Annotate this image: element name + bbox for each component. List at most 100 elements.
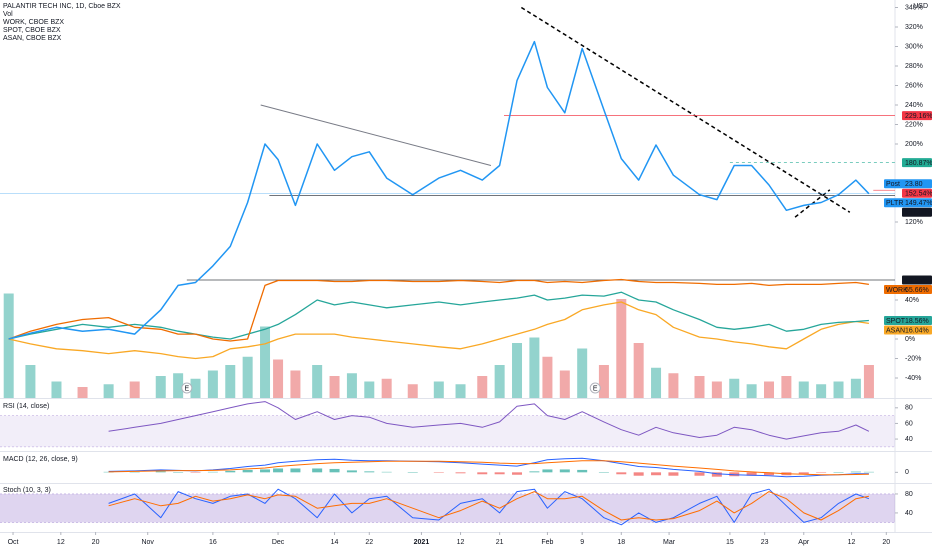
volume-bar xyxy=(616,299,627,398)
x-tick-label: Dec xyxy=(272,539,285,546)
histogram-bar xyxy=(477,472,488,475)
earnings-marker xyxy=(589,382,601,394)
volume-bar xyxy=(155,376,166,398)
y-tick-label: 240% xyxy=(905,102,923,109)
histogram-bar xyxy=(129,471,140,473)
indicator-line xyxy=(108,488,870,526)
y-tick-label: 0 xyxy=(905,469,909,476)
x-tick-label: Nov xyxy=(141,539,154,546)
volume-bar xyxy=(633,343,644,398)
price-tag-text: SPOT xyxy=(886,318,906,325)
earnings-label: E xyxy=(593,385,598,392)
histogram-bar xyxy=(559,469,570,473)
volume-bar xyxy=(455,384,466,398)
histogram-bar xyxy=(242,469,253,473)
volume-bar xyxy=(529,337,540,398)
earnings-label: E xyxy=(184,385,189,392)
histogram-bar xyxy=(312,468,323,473)
histogram-bar xyxy=(529,471,540,473)
price-tag-text: WORK xyxy=(886,287,908,294)
price-tag xyxy=(902,207,932,217)
x-tick-label: 2021 xyxy=(414,539,430,546)
x-tick-label: Oct xyxy=(8,539,19,546)
histogram-bar xyxy=(542,469,553,473)
volume-bar xyxy=(77,387,88,398)
y-tick-label: 80 xyxy=(905,405,913,412)
histogram-bar xyxy=(455,472,466,474)
histogram-bar xyxy=(407,472,418,473)
y-tick-label: 260% xyxy=(905,82,923,89)
price-tag xyxy=(884,284,932,294)
x-tick-label: Apr xyxy=(798,539,810,546)
histogram-bar xyxy=(816,472,827,473)
histogram-bar xyxy=(668,472,679,476)
series-line xyxy=(8,291,869,340)
histogram-bar xyxy=(364,471,375,473)
y-tick-label: 120% xyxy=(905,219,923,226)
x-tick-label: 16 xyxy=(209,539,217,546)
histogram-bar xyxy=(746,472,757,476)
y-tick-label: -40% xyxy=(905,375,921,382)
x-tick-label: 12 xyxy=(848,539,856,546)
histogram-bar xyxy=(711,472,722,477)
volume-bar xyxy=(542,356,553,398)
y-tick-label: 300% xyxy=(905,43,923,50)
x-tick-label: 12 xyxy=(457,539,465,546)
volume-bar xyxy=(51,381,62,398)
series-line xyxy=(8,40,870,340)
trend-line xyxy=(260,104,492,166)
price-tag xyxy=(884,315,932,325)
volume-bar xyxy=(381,378,392,398)
histogram-bar xyxy=(633,472,644,476)
volume-bar xyxy=(433,381,444,398)
histogram-bar xyxy=(433,472,444,473)
histogram-bar xyxy=(833,472,844,473)
histogram-bar xyxy=(225,470,236,473)
y-tick-label: 320% xyxy=(905,24,923,31)
panel-title: MACD (12, 26, close, 9) xyxy=(3,456,78,463)
legend-text: PALANTIR TECH INC, 1D, Cboe BZX xyxy=(3,3,121,10)
volume-bar xyxy=(798,381,809,398)
price-tag-text: 60.55% xyxy=(905,277,929,284)
x-tick-label: 20 xyxy=(882,539,890,546)
histogram-bar xyxy=(512,472,523,475)
volume-bar xyxy=(559,370,570,398)
volume-bar xyxy=(598,365,609,398)
y-tick-label: 60 xyxy=(905,420,913,427)
x-tick-label: Mar xyxy=(663,539,676,546)
volume-bar xyxy=(225,365,236,398)
histogram-bar xyxy=(155,471,166,473)
volume-bar xyxy=(746,384,757,398)
x-tick-label: 12 xyxy=(57,539,65,546)
legend-text: ASAN, CBOE BZX xyxy=(3,35,62,42)
y-tick-label: 80 xyxy=(905,491,913,498)
volume-bar xyxy=(729,378,740,398)
volume-bar xyxy=(816,384,827,398)
volume-bar xyxy=(290,370,301,398)
histogram-bar xyxy=(329,468,340,473)
volume-bar xyxy=(364,381,375,398)
volume-bar xyxy=(190,378,201,398)
price-tag-text: 149.47% xyxy=(905,200,932,207)
volume-bar xyxy=(668,373,679,398)
price-tag xyxy=(884,179,932,189)
volume-bar xyxy=(312,365,323,398)
volume-bar xyxy=(711,381,722,398)
x-tick-label: 15 xyxy=(726,539,734,546)
price-tag xyxy=(902,275,932,285)
histogram-bar xyxy=(764,472,775,476)
histogram-bar xyxy=(863,471,874,473)
histogram-bar xyxy=(346,470,357,473)
price-tag-text: 229.16% xyxy=(905,113,932,120)
histogram-bar xyxy=(798,472,809,475)
volume-bar xyxy=(577,348,588,398)
histogram-bar xyxy=(651,472,662,476)
price-tag-text: 55.66% xyxy=(905,287,929,294)
y-tick-label: 340% xyxy=(905,4,923,11)
indicator-band xyxy=(0,415,895,447)
histogram-bar xyxy=(190,472,201,473)
volume-bar xyxy=(103,384,114,398)
legend-text: SPOT, CBOE BZX xyxy=(3,27,61,34)
histogram-bar xyxy=(850,471,861,473)
volume-bar xyxy=(833,381,844,398)
